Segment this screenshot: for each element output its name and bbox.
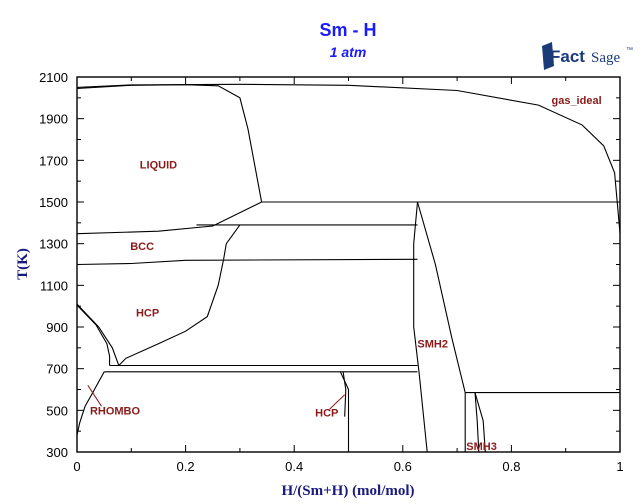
region-label: HCP	[315, 407, 338, 419]
factsage-logo-icon	[542, 42, 554, 70]
y-tick-label: 1300	[39, 237, 68, 252]
logo-trademark: ™	[626, 47, 633, 54]
x-tick-label: 0	[73, 459, 80, 474]
y-tick-label: 2100	[39, 70, 68, 85]
y-tick-label: 1100	[40, 278, 68, 293]
plot-frame	[76, 76, 621, 453]
phase-boundary-line	[413, 201, 428, 453]
region-label: HCP	[136, 307, 159, 319]
y-tick-label: 900	[46, 320, 68, 335]
logo-text-bold: Fact	[550, 47, 585, 66]
factsage-logo: Fact Sage ™	[542, 42, 633, 70]
x-tick-label: 0.8	[502, 459, 520, 474]
x-tick-label: 1	[616, 459, 623, 474]
chart-title: Sm - H	[319, 20, 377, 40]
phase-boundary-line	[76, 201, 262, 235]
region-label: gas_ideal	[551, 95, 601, 107]
x-tick-label: 0.6	[394, 459, 412, 474]
phase-boundary-line	[118, 259, 225, 366]
region-label: LIQUID	[140, 160, 177, 172]
y-axis-title: T(K)	[15, 248, 31, 280]
region-label: BCC	[130, 241, 154, 253]
axis-tick-labels: 0 0.2 0.4 0.6 0.8 130050070090011001300150017…	[39, 70, 624, 474]
x-axis-title: H/(Sm+H) (mol/mol)	[281, 483, 414, 499]
hcp-leader-line	[329, 394, 346, 410]
y-tick-label: 500	[46, 403, 68, 418]
phase-boundary-line	[76, 258, 418, 266]
phase-boundaries	[76, 83, 621, 453]
phase-boundary-line	[474, 392, 480, 453]
phase-boundary-line	[76, 84, 263, 203]
region-label: SMH2	[417, 339, 448, 351]
y-tick-label: 1700	[39, 153, 68, 168]
chart-subtitle: 1 atm	[329, 44, 367, 60]
y-tick-label: 300	[46, 445, 68, 460]
phase-boundary-line	[342, 371, 347, 417]
region-label: SMH3	[466, 441, 497, 453]
rhombo-leader-line	[87, 385, 102, 407]
phase-boundary-line	[416, 201, 466, 393]
phase-boundary-line	[76, 303, 120, 366]
phase-boundary-line	[223, 224, 241, 260]
phase-boundary-line	[474, 392, 486, 453]
phase-boundary-line	[76, 304, 111, 366]
region-labels: LIQUID gas_ideal BCC HCP RHOMBO HCP SMH2 SMH3	[90, 95, 602, 453]
y-tick-label: 1900	[39, 112, 68, 127]
phase-boundary-line	[339, 371, 350, 452]
x-tick-label: 0.4	[285, 459, 303, 474]
x-tick-label: 0.2	[177, 459, 195, 474]
phase-boundary-line	[76, 371, 105, 436]
y-tick-label: 1500	[39, 195, 68, 210]
region-label: RHOMBO	[90, 405, 141, 417]
logo-text: Sage	[591, 50, 621, 66]
y-tick-label: 700	[46, 362, 68, 377]
